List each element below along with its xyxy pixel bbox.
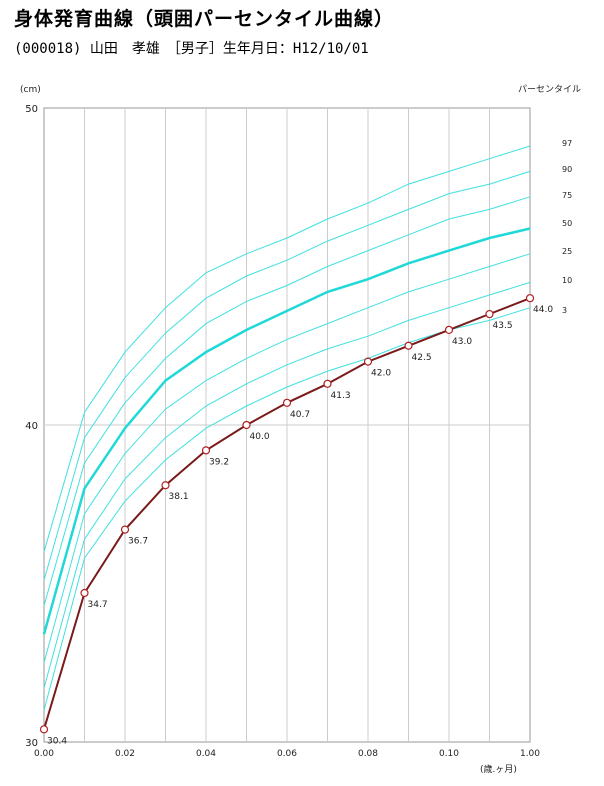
- patient-point[interactable]: [201, 446, 211, 455]
- patient-point[interactable]: [80, 588, 89, 598]
- patient-point[interactable]: [485, 309, 494, 319]
- percentile-label-75: 75: [562, 191, 572, 200]
- y-tick-label: 40: [25, 421, 38, 432]
- patient-value-label: 43.5: [493, 321, 513, 331]
- x-tick-label: 0.06: [277, 749, 297, 759]
- patient-value-label: 34.7: [88, 600, 108, 610]
- patient-value-label: 40.0: [250, 432, 270, 442]
- patient-info: (000018) 山田 孝雄 ［男子］生年月日：H12/10/01: [14, 41, 369, 57]
- x-tick-label: 0.10: [439, 749, 459, 759]
- percentile-line-97: [43, 145, 531, 552]
- patient-value-label: 42.0: [371, 369, 391, 379]
- x-tick-label: 0.04: [196, 749, 216, 759]
- percentile-label-90: 90: [562, 165, 572, 174]
- x-tick-label: 0.08: [358, 749, 378, 759]
- percentile-line-10: [43, 281, 531, 689]
- x-tick-label: 1.00: [520, 749, 540, 759]
- patient-value-label: 30.4: [47, 736, 67, 746]
- patient-value-label: 36.7: [128, 537, 148, 547]
- patient-point[interactable]: [323, 379, 332, 388]
- percentile-line-90: [43, 170, 531, 581]
- patient-value-label: 39.2: [209, 457, 229, 467]
- patient-point[interactable]: [282, 398, 292, 407]
- chart-labels: (cm) パーセンタイル (歳.ヶ月): [20, 84, 581, 775]
- patient-point[interactable]: [120, 525, 130, 534]
- patient-point[interactable]: [161, 481, 170, 490]
- percentile-label-3: 3: [562, 306, 567, 315]
- y-tick-label: 50: [25, 104, 38, 115]
- legend-title: パーセンタイル: [518, 84, 581, 95]
- chart-grid: 0.00 0.02 0.04 0.06 0.08 0.10 1.00 30 40 50: [25, 104, 540, 759]
- patient-point[interactable]: [444, 325, 454, 334]
- patient-point[interactable]: [525, 294, 535, 303]
- percentile-label-10: 10: [562, 276, 572, 285]
- percentile-curves: 97 90 75 50 25 10 3: [42, 139, 572, 711]
- patient-series: 30.4 34.7 36.7 38.1 39.2 40.0 40.7 41.3 42.0 42.5…: [39, 294, 553, 746]
- page-title: 身体発育曲線（頭囲パーセンタイル曲線）: [14, 8, 395, 30]
- x-tick-label: 0.02: [115, 749, 135, 759]
- patient-value-label: 43.0: [452, 337, 472, 347]
- x-axis-label: (歳.ヶ月): [480, 763, 517, 775]
- patient-point[interactable]: [404, 341, 413, 350]
- patient-point[interactable]: [363, 357, 373, 366]
- percentile-line-75: [43, 196, 531, 606]
- x-tick-label: 0.00: [34, 749, 54, 759]
- percentile-line-25: [43, 253, 531, 663]
- y-tick-label: 30: [25, 738, 38, 749]
- percentile-label-97: 97: [562, 139, 572, 148]
- percentile-line-50: [42, 227, 531, 635]
- y-axis-label: (cm): [20, 85, 41, 95]
- percentile-label-25: 25: [562, 247, 572, 256]
- patient-point[interactable]: [242, 420, 251, 430]
- patient-value-label: 41.3: [331, 391, 351, 401]
- percentile-label-50: 50: [562, 219, 572, 228]
- patient-value-label: 40.7: [290, 410, 310, 420]
- patient-value-label: 44.0: [533, 305, 553, 315]
- patient-value-label: 42.5: [412, 353, 432, 363]
- patient-value-label: 38.1: [169, 492, 189, 502]
- patient-point[interactable]: [39, 725, 49, 734]
